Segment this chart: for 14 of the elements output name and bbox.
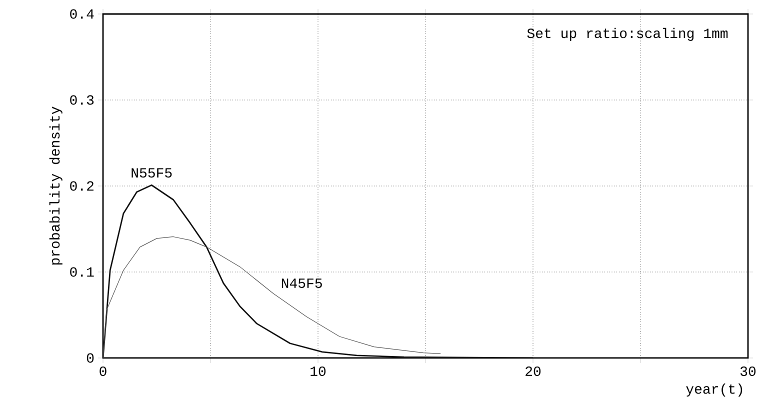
- y-axis-title: probability density: [49, 106, 62, 265]
- x-tick-label: 20: [526, 366, 541, 376]
- y-tick-label: 0: [86, 353, 94, 363]
- annotation: Set up ratio:scaling 1mm: [527, 28, 728, 41]
- y-tick-label: 0.4: [70, 9, 94, 19]
- series-label: N45F5: [282, 278, 322, 288]
- y-tick-label: 0.2: [70, 181, 94, 191]
- x-tick-label: 0: [100, 366, 106, 376]
- x-tick-label: 10: [310, 366, 326, 376]
- x-axis-title: year(t): [686, 384, 742, 397]
- y-tick-label: 0.3: [70, 95, 94, 105]
- series-label: N55F5: [132, 168, 172, 178]
- x-tick-label: 30: [740, 366, 756, 376]
- y-tick-label: 0.1: [70, 267, 94, 277]
